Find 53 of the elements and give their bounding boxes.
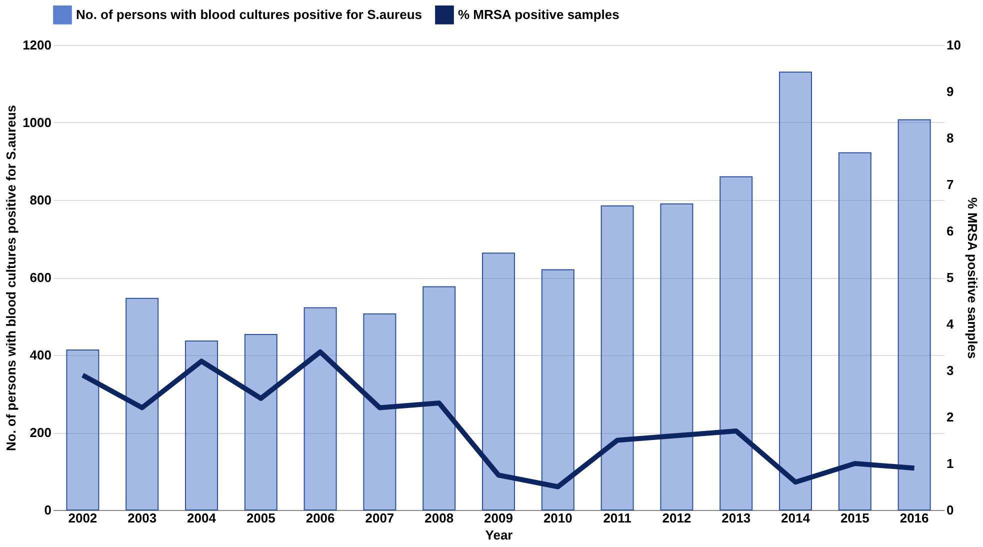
y2-tick-label: 4 [946,316,954,332]
y2-tick-label: 6 [946,224,954,238]
y2-tick-label: 9 [946,84,954,99]
bar [304,307,337,510]
y2-tick-label: 8 [946,130,954,146]
bar [66,349,100,510]
x-tick-label: 2010 [543,510,572,526]
bar [126,298,159,510]
x-tick-label: 2008 [424,510,454,526]
y2-tick-label: 0 [946,502,954,518]
bar [838,152,872,510]
y-tick-label: 800 [30,192,52,208]
y2-tick-label: 2 [946,410,954,424]
x-axis-title: Year [485,528,513,542]
bar [244,334,278,510]
y2-axis-title: % MRSA positive samples [964,197,980,359]
y2-tick-label: 5 [946,270,954,285]
y-axis-title: No. of persons with blood cultures positive for S.aureus [4,105,19,451]
x-tick-label: 2003 [128,510,157,526]
bar [720,176,753,510]
x-tick-label: 2005 [246,510,276,526]
bar [482,252,515,510]
y2-tick-label: 10 [946,38,961,52]
bar [660,203,694,510]
legend-label: % MRSA positive samples [458,6,620,22]
y-tick-label: 1000 [22,115,52,130]
x-tick-label: 2014 [781,510,811,526]
x-tick-label: 2004 [187,510,217,526]
bar [898,119,931,510]
bar [422,286,456,510]
y2-tick-label: 3 [946,363,954,378]
x-tick-label: 2015 [840,510,870,526]
x-tick-label: 2016 [900,510,929,526]
x-tick-label: 2002 [68,510,98,526]
y2-tick-label: 7 [946,177,954,192]
y-tick-label: 1200 [22,38,52,52]
bar [779,72,812,510]
bar [363,313,396,510]
x-tick-label: 2006 [306,510,335,526]
y-tick-label: 200 [30,425,52,440]
y-tick-label: 0 [44,502,52,518]
y-tick-label: 600 [30,270,52,285]
x-tick-label: 2012 [662,510,692,526]
legend-label: No. of persons with blood cultures positive for S.aureus [76,6,422,22]
y2-tick-label: 1 [946,456,954,471]
bar [185,340,218,510]
x-tick-label: 2011 [603,510,632,526]
bar [600,205,634,510]
bar [541,269,574,510]
y-tick-label: 400 [30,348,52,362]
x-tick-label: 2007 [365,510,394,526]
x-tick-label: 2013 [722,510,751,526]
x-tick-label: 2009 [484,510,513,526]
